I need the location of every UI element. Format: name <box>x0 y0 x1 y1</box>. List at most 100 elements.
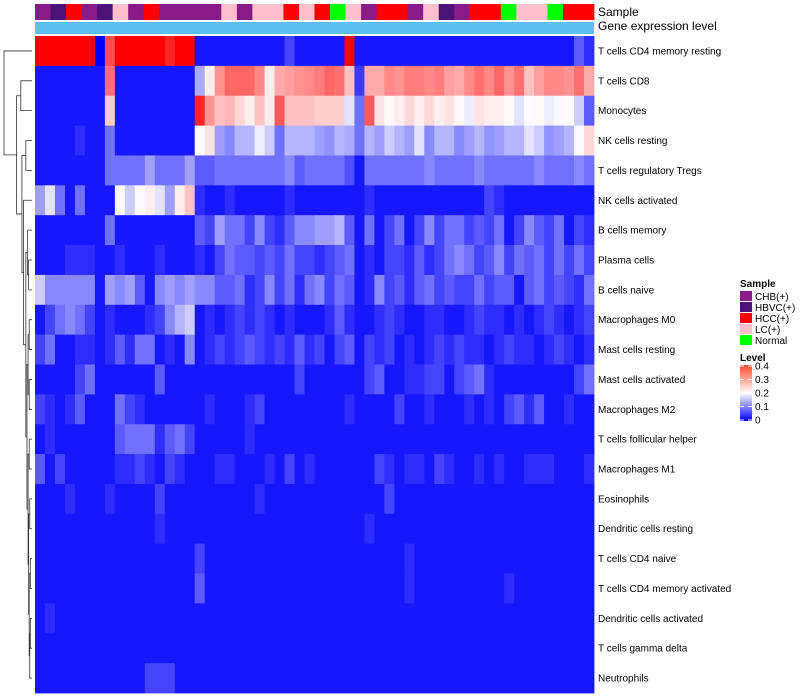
heatmap-cell <box>234 274 246 306</box>
heatmap-cell <box>514 65 525 97</box>
heatmap-cell <box>374 603 385 634</box>
heatmap-cell <box>584 274 595 306</box>
row-label: T cells CD4 naive <box>598 554 677 565</box>
heatmap-cell <box>214 334 226 365</box>
heatmap-cell <box>124 633 136 664</box>
heatmap-cell <box>554 394 565 425</box>
row-label: T cells CD4 memory activated <box>598 584 731 595</box>
heatmap-cell <box>504 304 515 336</box>
heatmap-cell <box>304 215 315 246</box>
heatmap-cell <box>574 95 585 126</box>
heatmap-cell <box>514 304 525 336</box>
heatmap-cell <box>334 543 345 574</box>
heatmap-cell <box>464 663 475 694</box>
heatmap-cell <box>284 543 295 574</box>
heatmap-cell <box>154 215 166 246</box>
heatmap-cell <box>554 155 565 186</box>
heatmap-cell <box>524 573 535 604</box>
heatmap-cell <box>274 603 285 634</box>
heatmap-cell <box>574 633 585 664</box>
heatmap-cells <box>35 36 595 694</box>
heatmap-cell <box>124 245 136 276</box>
heatmap-cell <box>164 424 176 455</box>
level-tick-label: 0.1 <box>755 402 769 413</box>
heatmap-cell <box>424 454 435 485</box>
heatmap-cell <box>474 513 485 545</box>
heatmap-cell <box>174 185 186 216</box>
dendrogram-branch <box>28 379 32 410</box>
level-tick-label: 0.4 <box>755 362 769 373</box>
heatmap-cell <box>224 454 236 485</box>
heatmap-cell <box>114 633 126 664</box>
heatmap-cell <box>74 36 86 67</box>
heatmap-cell <box>484 215 495 246</box>
heatmap-cell <box>194 573 206 604</box>
heatmap-cell <box>344 215 355 246</box>
heatmap-cell <box>164 603 176 634</box>
heatmap-cell <box>294 215 305 246</box>
heatmap-cell <box>304 125 315 156</box>
heatmap-cell <box>164 394 176 425</box>
heatmap-cell <box>554 573 565 604</box>
heatmap-cell <box>194 603 206 634</box>
heatmap-cell <box>294 245 305 276</box>
heatmap-cell <box>524 454 535 485</box>
heatmap-cell <box>204 543 216 574</box>
heatmap-cell <box>384 274 395 306</box>
heatmap-cell <box>364 155 375 186</box>
heatmap-cell <box>524 424 535 455</box>
heatmap-cell <box>424 125 435 156</box>
heatmap-cell <box>444 334 455 365</box>
heatmap-cell <box>194 215 206 246</box>
sample-annotation-cell <box>97 4 114 20</box>
sample-annotation-cell <box>392 4 409 20</box>
heatmap-cell <box>224 334 236 365</box>
heatmap-cell <box>144 245 156 276</box>
heatmap-cell <box>304 543 315 574</box>
heatmap-cell <box>524 364 535 395</box>
heatmap-cell <box>154 125 166 156</box>
heatmap-cell <box>284 65 295 97</box>
heatmap-cell <box>234 334 246 365</box>
heatmap-cell <box>35 513 46 545</box>
sample-annotation-cell <box>66 4 82 20</box>
heatmap-cell <box>404 36 415 67</box>
sample-legend-entries: CHB(+)HBVC(+)HCC(+)LC(+)Normal <box>740 291 795 347</box>
heatmap-cell <box>334 454 345 485</box>
heatmap-cell <box>74 304 86 336</box>
heatmap-cell <box>94 215 106 246</box>
heatmap-cell <box>524 513 535 545</box>
heatmap-cell <box>274 573 285 604</box>
heatmap-cell <box>394 185 405 216</box>
heatmap-cell <box>35 185 46 216</box>
row-label: Plasma cells <box>598 256 654 267</box>
heatmap-cell <box>54 424 66 455</box>
heatmap-cell <box>64 304 76 336</box>
heatmap-cell <box>444 274 455 306</box>
heatmap-cell <box>184 454 196 485</box>
heatmap-cell <box>224 633 236 664</box>
heatmap-cell <box>74 185 86 216</box>
heatmap-cell <box>574 274 585 306</box>
heatmap-cell <box>184 513 196 545</box>
heatmap-cell <box>414 125 425 156</box>
heatmap-cell <box>244 155 256 186</box>
heatmap-cell <box>304 36 315 67</box>
row-label: Neutrophils <box>598 674 649 685</box>
heatmap-cell <box>524 36 535 67</box>
heatmap-cell <box>144 663 156 694</box>
heatmap-cell <box>124 394 136 425</box>
heatmap-cell <box>514 603 525 634</box>
heatmap-cell <box>454 364 465 395</box>
heatmap-cell <box>504 274 515 306</box>
heatmap-cell <box>274 95 285 126</box>
dendrogram-branch <box>29 498 32 530</box>
heatmap-cell <box>104 663 116 694</box>
heatmap-cell <box>144 125 156 156</box>
heatmap-cell <box>294 483 305 515</box>
heatmap-cell <box>584 543 595 574</box>
heatmap-cell <box>54 65 66 97</box>
legend-swatch <box>740 291 752 301</box>
heatmap-cell <box>154 304 166 336</box>
heatmap-cell <box>104 274 116 306</box>
